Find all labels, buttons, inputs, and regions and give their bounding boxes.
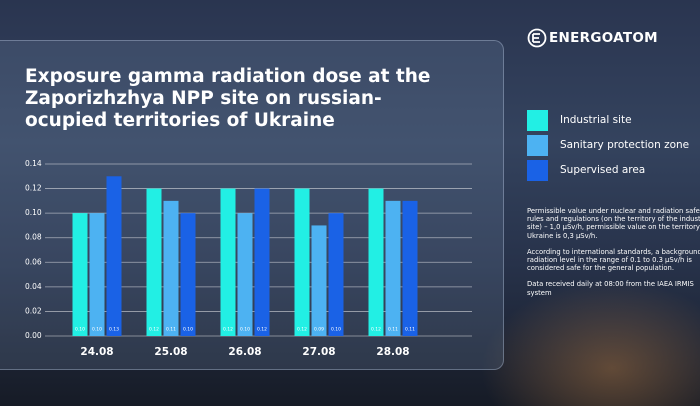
y-tick-label: 0.04: [25, 282, 42, 291]
value-label: 0.12: [297, 327, 307, 333]
value-label: 0.10: [92, 327, 102, 333]
value-label: 0.11: [166, 327, 176, 333]
background-glow: [480, 280, 700, 406]
bar: [220, 188, 236, 336]
value-label: 0.11: [405, 327, 415, 333]
legend-swatch: [527, 160, 548, 181]
bar: [294, 188, 310, 336]
y-tick-label: 0.08: [25, 233, 42, 242]
bar: [368, 188, 384, 336]
y-tick-label: 0.12: [25, 184, 42, 193]
x-tick-label: 25.08: [154, 346, 187, 358]
x-tick-label: 27.08: [302, 346, 335, 358]
value-label: 0.12: [223, 327, 233, 333]
value-label: 0.11: [388, 327, 398, 333]
bar: [311, 225, 327, 336]
logo-icon: [527, 28, 547, 48]
legend-label: Supervised area: [560, 164, 646, 176]
bar: [146, 188, 162, 336]
y-tick-label: 0.00: [25, 331, 42, 340]
bar: [89, 213, 105, 336]
brand-name: ENERGOATOM: [549, 30, 658, 46]
bar: [237, 213, 253, 336]
value-label: 0.10: [331, 327, 341, 333]
note: Data received daily at 08:00 from the IA…: [527, 280, 694, 297]
bar: [254, 188, 270, 336]
bar: [163, 200, 179, 336]
x-tick-label: 28.08: [376, 346, 409, 358]
y-tick-label: 0.10: [25, 208, 42, 217]
legend-swatch: [527, 110, 548, 131]
y-tick-label: 0.14: [25, 159, 42, 168]
value-label: 0.12: [257, 327, 267, 333]
value-label: 0.12: [149, 327, 159, 333]
bar: [328, 213, 344, 336]
y-tick-label: 0.02: [25, 306, 42, 315]
note: Permissible value under nuclear and radi…: [527, 207, 700, 240]
note: According to international standards, a …: [527, 247, 700, 273]
y-tick-label: 0.06: [25, 257, 42, 266]
legend-label: Sanitary protection zone: [560, 139, 690, 151]
value-label: 0.13: [109, 327, 119, 333]
x-tick-label: 26.08: [228, 346, 261, 358]
legend-label: Industrial site: [560, 114, 632, 126]
bar: [385, 200, 401, 336]
value-label: 0.10: [75, 327, 85, 333]
value-label: 0.10: [183, 327, 193, 333]
bar: [402, 200, 418, 336]
bar: [180, 213, 196, 336]
chart-title: Exposure gamma radiation dose at the Zap…: [25, 66, 431, 131]
value-label: 0.12: [371, 327, 381, 333]
x-tick-label: 24.08: [80, 346, 113, 358]
bar: [72, 213, 88, 336]
notes: Permissible value under nuclear and radi…: [527, 207, 700, 305]
legend-swatch: [527, 135, 548, 156]
bar: [106, 176, 122, 336]
value-label: 0.10: [240, 327, 250, 333]
value-label: 0.09: [314, 327, 324, 333]
